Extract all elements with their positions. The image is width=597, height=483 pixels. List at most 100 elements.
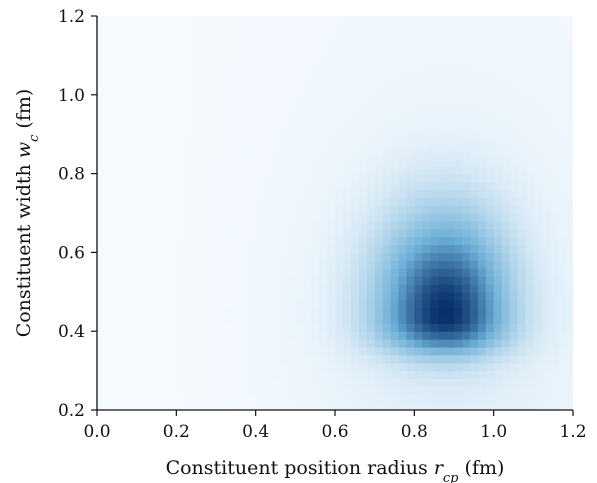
density-cell (223, 47, 233, 56)
density-cell (461, 299, 471, 309)
density-cell (200, 157, 209, 167)
density-cell (231, 31, 241, 41)
density-cell (461, 283, 471, 293)
density-cell (176, 197, 185, 206)
density-cell (192, 386, 201, 395)
density-cell (350, 370, 360, 380)
density-cell (152, 323, 162, 332)
density-cell (231, 346, 241, 356)
density-cell (168, 55, 177, 64)
density-cell (271, 276, 281, 285)
density-cell (533, 276, 542, 285)
density-cell (120, 149, 130, 159)
density-cell (477, 16, 487, 25)
density-cell (120, 323, 130, 332)
density-cell (438, 370, 447, 380)
density-cell (120, 71, 130, 80)
density-cell (152, 149, 162, 159)
density-cell (120, 315, 130, 324)
density-cell (176, 268, 185, 277)
density-cell (223, 283, 233, 293)
density-cell (501, 157, 511, 167)
density-cell (263, 205, 273, 214)
density-cell (208, 23, 217, 33)
density-cell (216, 55, 225, 64)
density-cell (120, 205, 130, 214)
density-cell (350, 236, 360, 246)
density-cell (509, 126, 519, 135)
density-cell (128, 252, 138, 261)
density-cell (176, 71, 185, 80)
density-cell (485, 283, 495, 293)
density-cell (104, 94, 114, 104)
density-cell (319, 260, 328, 269)
density-cell (263, 165, 273, 175)
density-cell (144, 307, 154, 317)
density-cell (446, 244, 455, 253)
density-cell (422, 339, 431, 348)
density-cell (461, 291, 471, 301)
density-cell (477, 189, 487, 198)
density-cell (104, 181, 114, 190)
density-cell (239, 220, 249, 230)
density-cell (216, 126, 225, 135)
density-cell (319, 244, 328, 253)
density-cell (533, 299, 542, 309)
density-cell (549, 31, 558, 41)
density-cell (239, 213, 249, 222)
density-cell (279, 16, 288, 25)
density-cell (374, 31, 384, 41)
density-cell (422, 283, 431, 293)
density-cell (263, 331, 273, 340)
density-cell (422, 228, 431, 238)
density-cell (358, 354, 368, 364)
density-cell (263, 102, 273, 112)
density-cell (358, 339, 368, 348)
density-cell (136, 394, 146, 403)
density-cell (493, 236, 503, 246)
density-cell (469, 307, 479, 317)
density-cell (493, 228, 503, 238)
density-cell (208, 402, 217, 410)
density-cell (446, 173, 455, 183)
density-cell (112, 228, 122, 238)
density-cell (565, 205, 573, 214)
density-cell (430, 307, 439, 317)
density-cell (160, 268, 169, 277)
density-cell (422, 110, 431, 120)
density-cell (358, 244, 368, 253)
density-cell (168, 402, 177, 410)
density-cell (200, 331, 209, 340)
density-cell (501, 394, 511, 403)
density-cell (120, 16, 130, 25)
density-cell (342, 134, 352, 143)
density-cell (97, 102, 106, 112)
density-cell (271, 315, 281, 324)
density-cell (549, 346, 558, 356)
density-cell (184, 165, 193, 175)
density-cell (565, 189, 573, 198)
density-cell (342, 307, 352, 317)
density-cell (477, 47, 487, 56)
density-cell (438, 323, 447, 332)
density-cell (327, 291, 336, 301)
density-cell (327, 79, 336, 88)
density-cell (160, 244, 169, 253)
density-cell (557, 71, 566, 80)
density-cell (295, 94, 304, 104)
density-cell (549, 149, 558, 159)
density-cell (120, 268, 130, 277)
density-cell (255, 323, 265, 332)
density-cell (200, 307, 209, 317)
density-cell (541, 362, 550, 372)
density-cell (422, 126, 431, 135)
density-cell (247, 157, 257, 167)
density-cell (398, 63, 407, 72)
density-cell (461, 173, 471, 183)
density-cell (469, 39, 479, 49)
density-cell (438, 331, 447, 340)
density-cell (430, 86, 439, 96)
density-cell (438, 39, 447, 49)
density-cell (549, 142, 558, 151)
density-cell (422, 165, 431, 175)
